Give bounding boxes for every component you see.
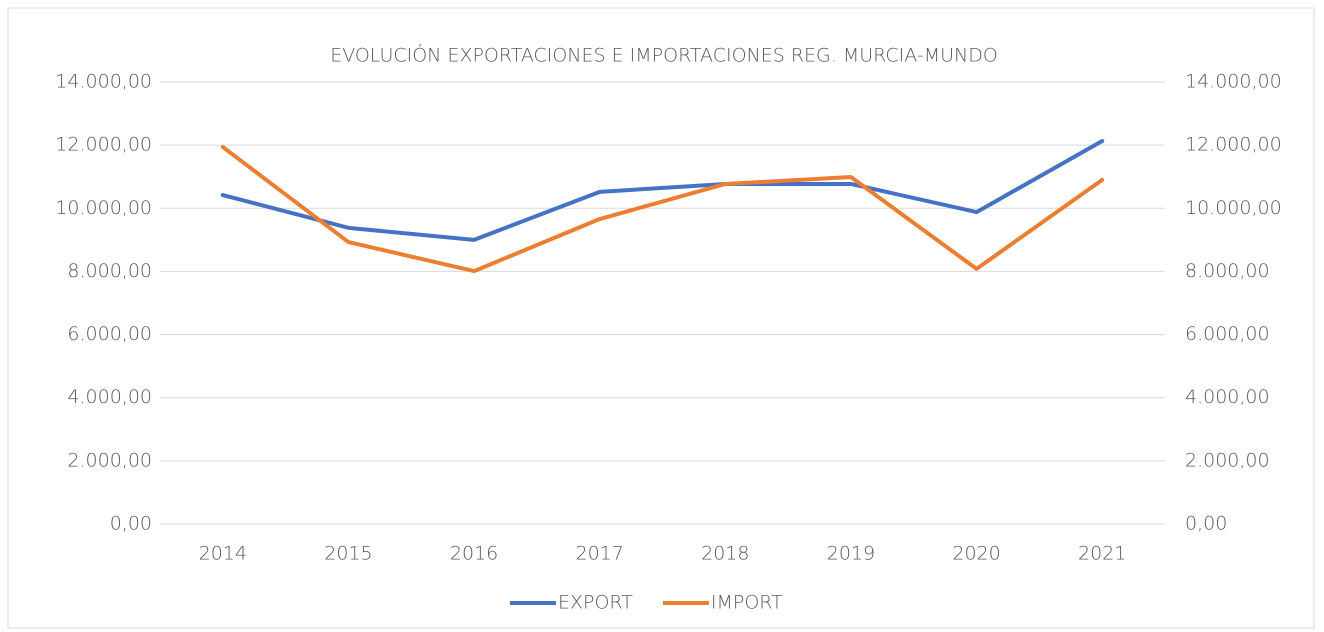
y-tick-label: 10.000,00 (55, 197, 152, 219)
y-tick-label: 4.000,00 (67, 386, 152, 408)
y2-tick-label: 8.000,00 (1185, 260, 1270, 282)
y2-tick-label: 4.000,00 (1185, 386, 1270, 408)
chart-title: EVOLUCIÓN EXPORTACIONES E IMPORTACIONES … (330, 43, 998, 67)
y-tick-label: 6.000,00 (67, 323, 152, 345)
y2-tick-label: 2.000,00 (1185, 449, 1270, 471)
x-tick-label: 2016 (450, 543, 498, 565)
y2-tick-label: 10.000,00 (1185, 197, 1282, 219)
x-tick-label: 2021 (1078, 543, 1126, 565)
legend-label: EXPORT (558, 592, 633, 614)
y-tick-label: 14.000,00 (55, 71, 152, 93)
y2-tick-label: 0,00 (1185, 513, 1227, 535)
series-line (220, 139, 1105, 242)
y2-tick-label: 14.000,00 (1185, 71, 1282, 93)
y-tick-label: 2.000,00 (67, 449, 152, 471)
chart-frame (7, 7, 1315, 629)
legend-label: IMPORT (711, 592, 783, 614)
series-line (220, 145, 1105, 274)
y-tick-label: 0,00 (110, 513, 152, 535)
y2-tick-label: 12.000,00 (1185, 134, 1282, 156)
x-tick-label: 2018 (701, 543, 749, 565)
x-tick-label: 2020 (952, 543, 1000, 565)
y-tick-label: 12.000,00 (55, 134, 152, 156)
x-tick-label: 2014 (199, 543, 247, 565)
x-tick-label: 2015 (324, 543, 372, 565)
y2-tick-label: 6.000,00 (1185, 323, 1270, 345)
x-tick-label: 2019 (827, 543, 875, 565)
x-tick-label: 2017 (576, 543, 624, 565)
y-tick-label: 8.000,00 (67, 260, 152, 282)
